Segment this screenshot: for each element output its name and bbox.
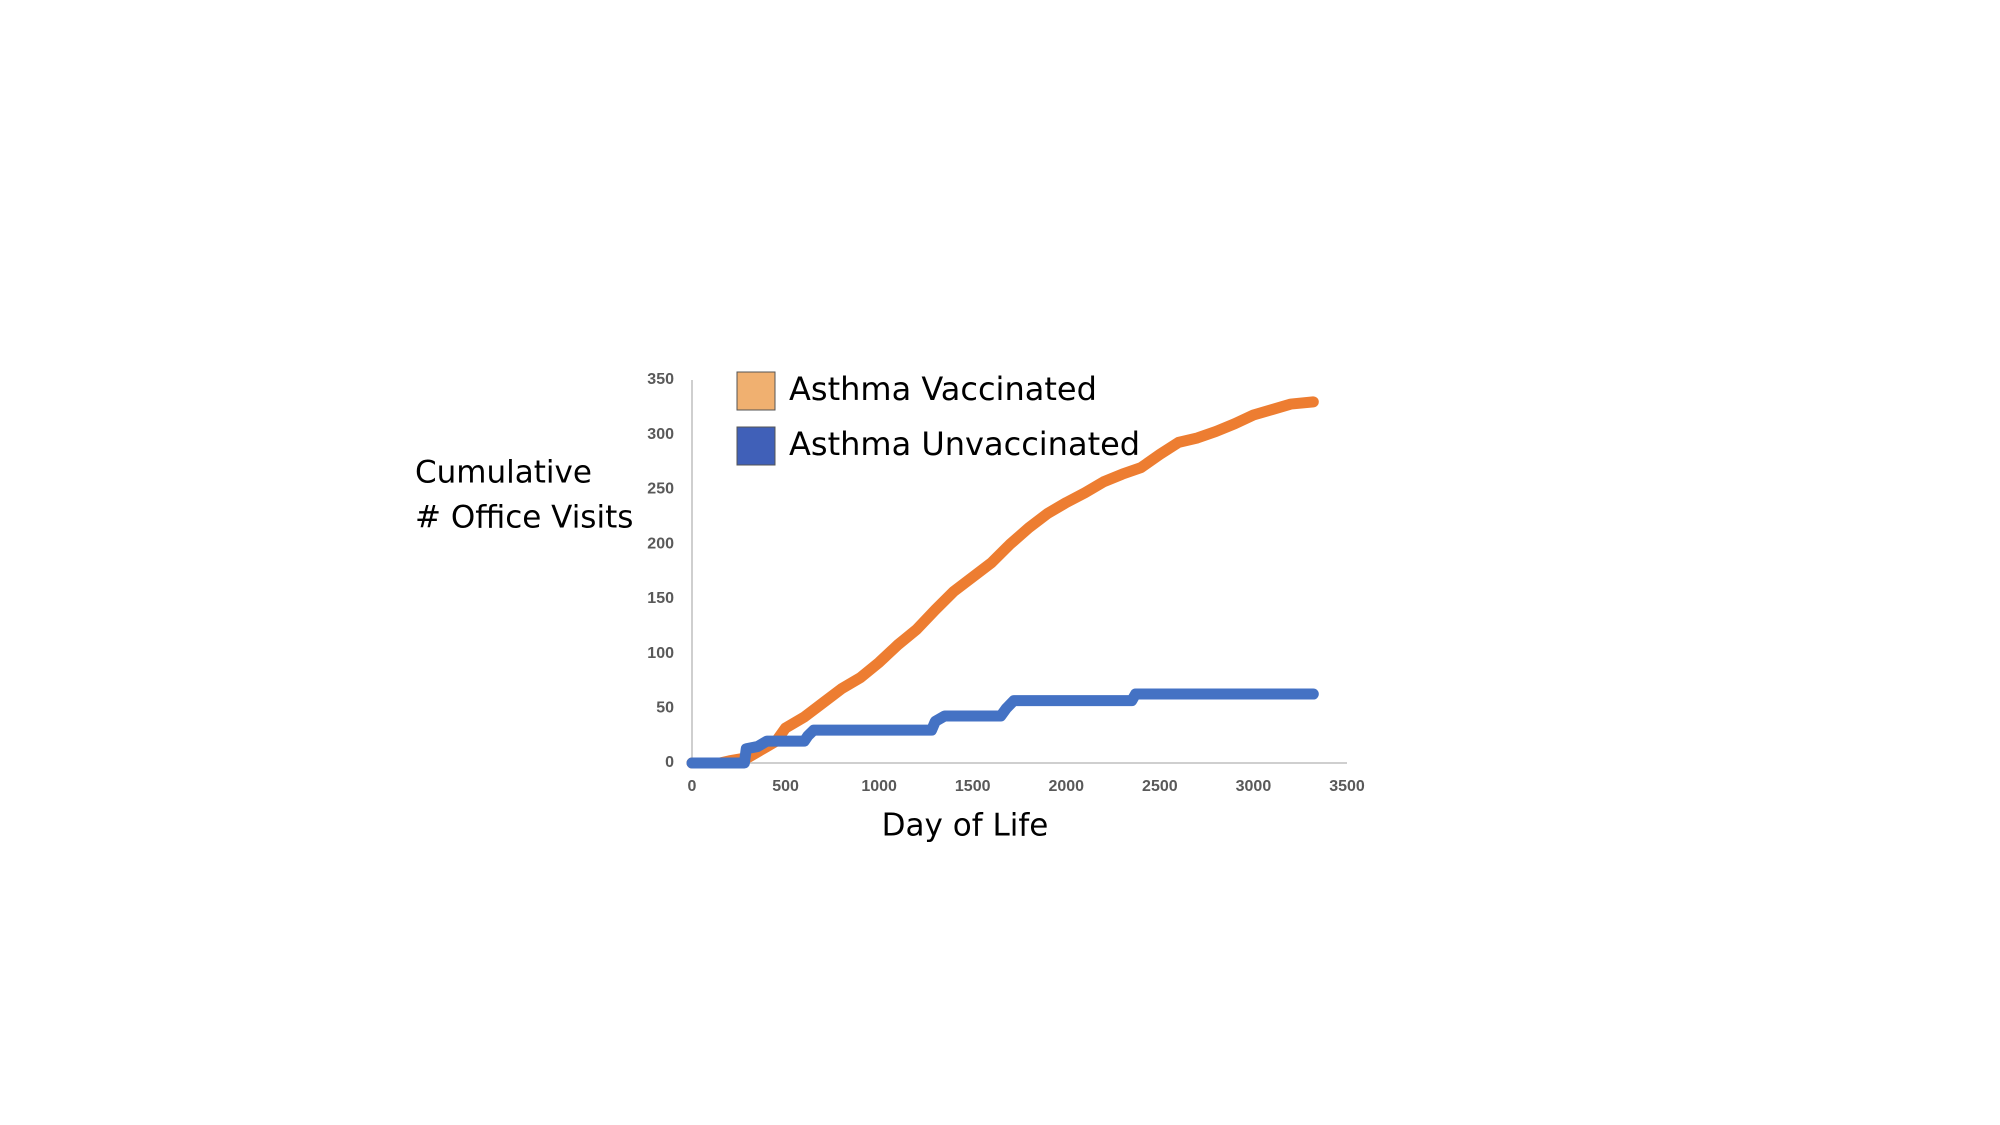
y-tick-label: 250 (647, 481, 674, 498)
y-tick-label: 100 (647, 645, 674, 662)
x-tick-label: 3000 (1236, 778, 1272, 795)
legend-swatch (736, 371, 776, 411)
x-tick-label: 1500 (955, 778, 991, 795)
legend-swatch (736, 426, 776, 466)
y-tick-label: 150 (647, 590, 674, 607)
x-tick-label: 1000 (861, 778, 897, 795)
x-tick-label: 2500 (1142, 778, 1178, 795)
y-axis-title: Cumulative (415, 455, 592, 491)
y-tick-label: 0 (665, 754, 674, 771)
y-tick-label: 200 (647, 535, 674, 552)
y-tick-label: 50 (656, 700, 674, 717)
x-tick-label: 3500 (1329, 778, 1365, 795)
y-tick-label: 300 (647, 426, 674, 443)
x-tick-label: 0 (688, 778, 697, 795)
legend-label: Asthma Unvaccinated (789, 425, 1140, 463)
x-tick-label: 2000 (1048, 778, 1084, 795)
x-tick-label: 500 (772, 778, 799, 795)
legend-label: Asthma Vaccinated (789, 370, 1097, 408)
y-axis-title: # Office Visits (415, 500, 633, 536)
data-line (686, 396, 1319, 769)
x-axis-title: Day of Life (882, 808, 1049, 844)
y-tick-label: 350 (647, 371, 674, 388)
data-line (686, 688, 1319, 769)
